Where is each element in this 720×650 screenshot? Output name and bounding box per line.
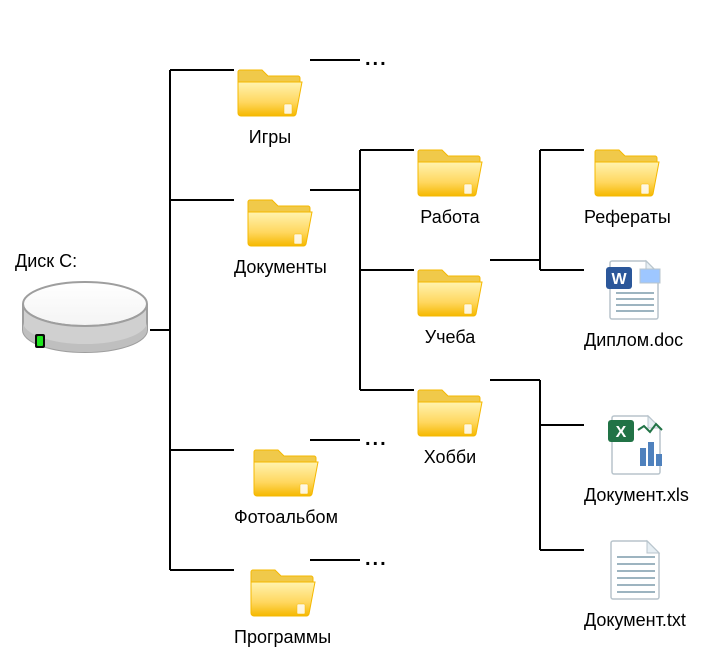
node-documents: Документы: [234, 190, 327, 278]
node-label: Документ.txt: [584, 610, 686, 631]
node-study: Учеба: [414, 260, 486, 348]
node-xls: X Документ.xls: [584, 412, 689, 506]
filesystem-tree-diagram: Диск C: Игры Документы Фотоальбом Программы Р…: [0, 0, 720, 650]
node-txt: Документ.txt: [584, 537, 686, 631]
node-photo: Фотоальбом: [234, 440, 338, 528]
node-label: Документ.xls: [584, 485, 689, 506]
node-games: Игры: [234, 60, 306, 148]
node-refs: Рефераты: [584, 140, 671, 228]
doc-excel-icon: X: [600, 412, 672, 478]
doc-text-icon: [599, 537, 671, 603]
folder-icon: [414, 140, 486, 200]
svg-text:W: W: [611, 271, 627, 288]
node-label: Игры: [234, 127, 306, 148]
node-programs: Программы: [234, 560, 331, 648]
node-hobby: Хобби: [414, 380, 486, 468]
ellipsis: ...: [365, 48, 388, 71]
node-label: Учеба: [414, 327, 486, 348]
folder-icon: [247, 560, 319, 620]
node-label: Программы: [234, 627, 331, 648]
folder-icon: [250, 440, 322, 500]
node-label: Хобби: [414, 447, 486, 468]
node-label: Документы: [234, 257, 327, 278]
drive-icon: [15, 276, 155, 366]
doc-word-icon: W: [598, 257, 670, 323]
node-label: Диск C:: [15, 251, 155, 272]
node-label: Работа: [414, 207, 486, 228]
node-diplom: W Диплом.doc: [584, 257, 683, 351]
drive-root: Диск C:: [15, 249, 155, 371]
node-label: Рефераты: [584, 207, 671, 228]
folder-icon: [591, 140, 663, 200]
node-label: Фотоальбом: [234, 507, 338, 528]
folder-icon: [244, 190, 316, 250]
ellipsis: ...: [365, 548, 388, 571]
folder-icon: [234, 60, 306, 120]
node-work: Работа: [414, 140, 486, 228]
svg-text:X: X: [616, 424, 627, 441]
folder-icon: [414, 260, 486, 320]
folder-icon: [414, 380, 486, 440]
ellipsis: ...: [365, 428, 388, 451]
node-label: Диплом.doc: [584, 330, 683, 351]
